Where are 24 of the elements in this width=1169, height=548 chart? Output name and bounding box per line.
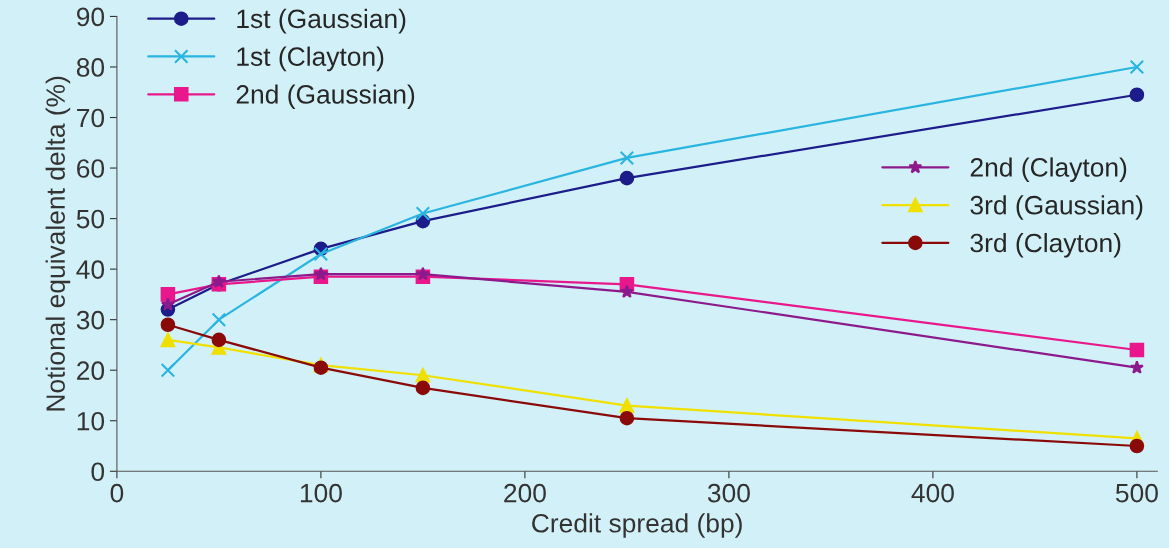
legend-label: 1st (Clayton) bbox=[237, 46, 384, 72]
x-tick-label: 100 bbox=[300, 483, 342, 503]
y-tick-label: 60 bbox=[77, 159, 105, 178]
y-tick-label: 90 bbox=[76, 7, 105, 27]
x-tick-label: 0 bbox=[110, 483, 124, 503]
x-tick-label: 300 bbox=[707, 483, 750, 503]
y-tick-label: 40 bbox=[76, 260, 105, 279]
legend-label: 3rd (Clayton) bbox=[970, 232, 1121, 258]
y-tick-label: 80 bbox=[76, 58, 105, 77]
legend-label: 2nd (Gaussian) bbox=[236, 84, 415, 109]
legend-label: 1st (Gaussian) bbox=[237, 8, 406, 34]
y-axis-title: Notional equivalent delta (%) bbox=[45, 76, 71, 411]
y-tick-label: 10 bbox=[77, 411, 105, 431]
y-tick-label: 20 bbox=[77, 361, 105, 381]
x-tick-label: 200 bbox=[504, 483, 546, 503]
x-axis-title: Credit spread (bp) bbox=[532, 513, 742, 538]
y-tick-label: 0 bbox=[91, 462, 105, 482]
legend-label: 3rd (Gaussian) bbox=[970, 195, 1143, 220]
legend-label: 2nd (Clayton) bbox=[970, 157, 1127, 182]
x-tick-label: 500 bbox=[1115, 483, 1158, 503]
y-tick-label: 70 bbox=[77, 108, 105, 128]
y-tick-label: 30 bbox=[76, 310, 105, 330]
x-tick-label: 400 bbox=[911, 483, 954, 503]
y-tick-label: 50 bbox=[76, 209, 105, 229]
